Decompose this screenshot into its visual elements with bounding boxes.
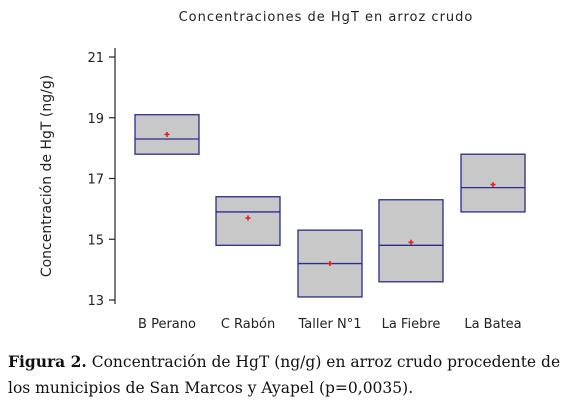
mean-marker-3 — [327, 261, 333, 267]
mean-marker-2 — [245, 215, 251, 221]
y-tick-label: 17 — [87, 173, 104, 188]
y-tick-label: 13 — [87, 294, 104, 309]
mean-marker-1 — [164, 131, 170, 137]
y-tick-label: 19 — [87, 112, 104, 127]
boxes — [134, 114, 526, 298]
caption-text: Concentración de HgT (ng/g) en arroz cru… — [8, 353, 561, 397]
mean-marker-4 — [408, 239, 414, 245]
y-tick-label: 21 — [87, 51, 104, 66]
y-ticks: 13 15 17 19 21 — [87, 51, 115, 309]
caption-label: Figura 2. — [8, 352, 87, 371]
y-axis-label: Concentración de HgT (ng/g) — [39, 75, 55, 277]
box-1 — [134, 114, 200, 155]
mean-marker-5 — [490, 182, 496, 188]
category-labels: B Perano C Rabón Taller N°1 La Fiebre La Bat… — [138, 317, 522, 332]
category-label: La Batea — [464, 317, 521, 332]
box-2 — [215, 196, 281, 246]
category-label: Taller N°1 — [298, 317, 362, 332]
box-chart: Concentraciones de HgT en arroz crudo Co… — [39, 10, 526, 332]
category-label: B Perano — [138, 317, 196, 332]
y-tick-label: 15 — [87, 233, 104, 248]
category-label: C Rabón — [221, 317, 275, 332]
category-label: La Fiebre — [382, 317, 441, 332]
chart-title: Concentraciones de HgT en arroz crudo — [179, 10, 474, 25]
figure-caption: Figura 2. Concentración de HgT (ng/g) en… — [8, 349, 574, 401]
